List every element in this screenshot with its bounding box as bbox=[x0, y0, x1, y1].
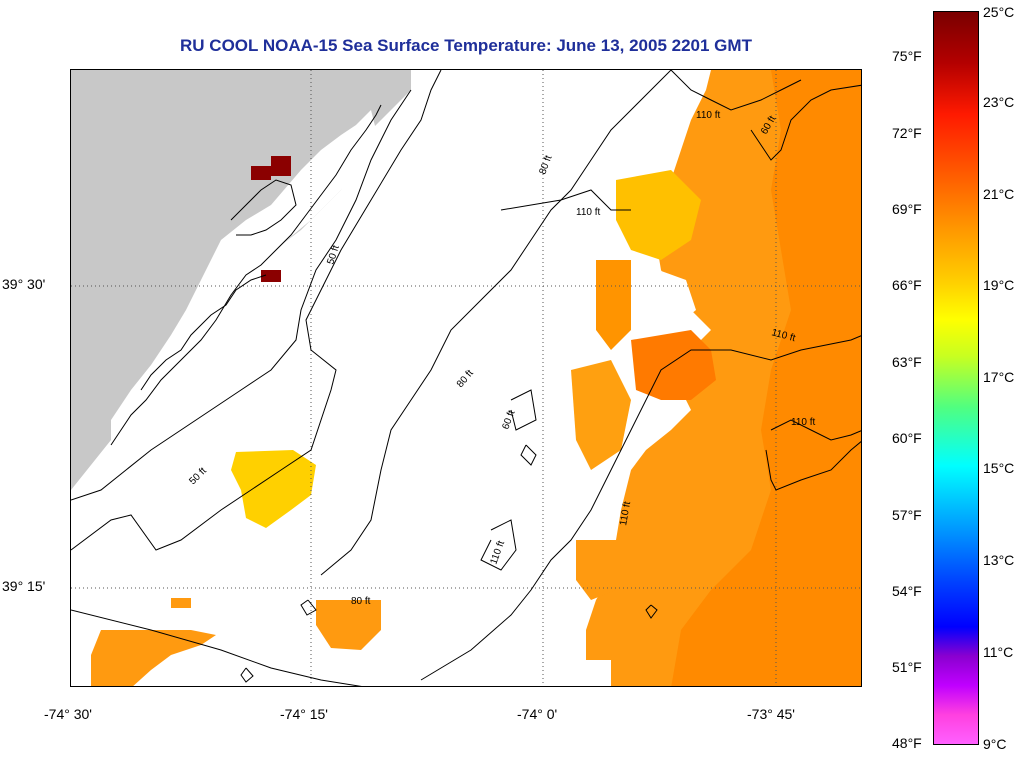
colorbar-fahrenheit-label: 63°F bbox=[892, 354, 922, 370]
warm-water-west-fringe-2 bbox=[571, 360, 631, 470]
warm-water-patch-1 bbox=[631, 330, 716, 400]
colorbar-fahrenheit-label: 60°F bbox=[892, 430, 922, 446]
warm-water-west-fringe-3 bbox=[576, 540, 616, 600]
sst-map: 110 ft 60 ft 80 ft 110 ft 50 ft 110 ft 8… bbox=[70, 69, 862, 687]
contour-label: 80 ft bbox=[351, 596, 371, 607]
longitude-label: -74° 15' bbox=[280, 706, 328, 722]
colorbar-fahrenheit-label: 57°F bbox=[892, 507, 922, 523]
orange-patch-south-1 bbox=[316, 600, 381, 650]
temperature-colorbar bbox=[933, 11, 979, 745]
longitude-label: -74° 30' bbox=[44, 706, 92, 722]
latitude-label: 39° 30' bbox=[2, 276, 46, 292]
colorbar-fahrenheit-label: 69°F bbox=[892, 201, 922, 217]
map-title: RU COOL NOAA-15 Sea Surface Temperature:… bbox=[180, 36, 752, 55]
white-cloud-gap bbox=[626, 260, 696, 330]
warm-water-west-fringe bbox=[596, 260, 631, 350]
colorbar-celsius-label: 11°C bbox=[983, 644, 1014, 660]
longitude-label: -74° 0' bbox=[517, 706, 558, 722]
contour-label: 110 ft bbox=[488, 539, 507, 566]
colorbar-celsius-label: 23°C bbox=[983, 94, 1015, 110]
colorbar-celsius-label: 21°C bbox=[983, 186, 1015, 202]
contour-label: 110 ft bbox=[696, 110, 720, 121]
colorbar-celsius-label: 17°C bbox=[983, 369, 1015, 385]
colorbar-fahrenheit-label: 66°F bbox=[892, 277, 922, 293]
contour-label: 50 ft bbox=[325, 244, 342, 266]
graticule bbox=[71, 70, 861, 686]
colorbar-fahrenheit-label: 72°F bbox=[892, 125, 922, 141]
contour-label: 110 ft bbox=[791, 417, 815, 428]
colorbar-fahrenheit-label: 51°F bbox=[892, 659, 922, 675]
latitude-label: 39° 15' bbox=[2, 578, 46, 594]
contour-label: 50 ft bbox=[187, 465, 209, 487]
colorbar-fahrenheit-label: 75°F bbox=[892, 48, 922, 64]
colorbar-fahrenheit-label: 54°F bbox=[892, 583, 922, 599]
colorbar-celsius-label: 15°C bbox=[983, 460, 1015, 476]
orange-pixel-1 bbox=[171, 598, 191, 608]
contour-label: 80 ft bbox=[455, 368, 476, 390]
contour-label: 110 ft bbox=[576, 207, 600, 218]
sst-map-canvas: 110 ft 60 ft 80 ft 110 ft 50 ft 110 ft 8… bbox=[71, 70, 861, 686]
bathymetry-contours bbox=[71, 70, 861, 686]
longitude-label: -73° 45' bbox=[747, 706, 795, 722]
contour-label: 80 ft bbox=[537, 154, 554, 176]
warm-water-mid-east bbox=[671, 70, 861, 686]
contour-label: 110 ft bbox=[618, 500, 633, 526]
colorbar-celsius-label: 25°C bbox=[983, 4, 1015, 20]
colorbar-celsius-label: 9°C bbox=[983, 736, 1007, 752]
yellow-water-north bbox=[616, 170, 701, 260]
colorbar-fahrenheit-label: 48°F bbox=[892, 735, 922, 751]
warm-shallow-pixels bbox=[251, 156, 291, 282]
yellow-patch-inshore bbox=[231, 450, 316, 528]
orange-patch-south-2 bbox=[91, 630, 216, 686]
colorbar-celsius-label: 13°C bbox=[983, 552, 1015, 568]
coastline bbox=[110, 104, 382, 446]
colorbar-celsius-label: 19°C bbox=[983, 277, 1015, 293]
